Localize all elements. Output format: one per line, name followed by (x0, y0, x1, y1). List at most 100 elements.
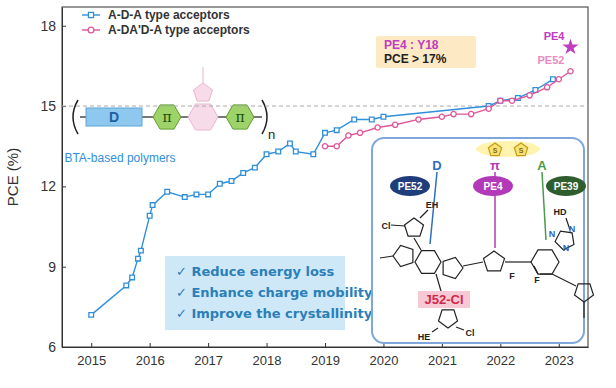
x-tick-mark (91, 343, 92, 347)
ring (439, 310, 458, 328)
data-point (375, 125, 380, 130)
callout-text: PE4 : Y18 (384, 38, 439, 52)
data-point (381, 114, 386, 119)
bond (380, 256, 393, 258)
data-point (136, 256, 141, 261)
data-point (139, 248, 144, 253)
bracket (73, 100, 78, 134)
role-symbol: π (490, 158, 500, 173)
data-point (288, 141, 293, 146)
data-point (498, 98, 503, 103)
legend: A-D-A type acceptorsA-DA'D-A type accept… (82, 8, 250, 37)
plot-frame (62, 7, 588, 347)
checklist-item: ✓ Reduce energy loss (176, 264, 335, 279)
x-tick: 2018 (253, 343, 282, 368)
atom-label: N (549, 229, 556, 239)
atom-label: N (569, 224, 576, 234)
bond (456, 327, 464, 330)
data-point (293, 149, 298, 154)
legend-label: A-D-A type acceptors (108, 8, 230, 22)
data-point (130, 275, 135, 280)
bond (420, 210, 428, 218)
data-point (551, 77, 556, 82)
pi-label: π (235, 109, 244, 125)
atom-label: Cl (466, 328, 475, 338)
donor-label: D (109, 109, 119, 125)
data-point (439, 114, 444, 119)
thiophene-icon (488, 143, 501, 156)
x-tick: 2023 (545, 343, 574, 368)
ring (531, 250, 559, 274)
polymer-pill (473, 176, 513, 196)
bond (505, 261, 531, 262)
atom-label: EH (426, 200, 439, 210)
y-tick-label: 15 (40, 98, 56, 114)
bta-chain (203, 67, 204, 83)
legend-marker (88, 12, 93, 17)
pi-label: π (162, 109, 171, 125)
x-tick-mark (208, 343, 209, 347)
bond (583, 302, 584, 318)
checklist: ✓ Reduce energy loss ✓ Enhance charge mob… (165, 256, 373, 330)
x-tick: 2017 (194, 343, 223, 368)
x-tick: 2020 (369, 343, 398, 368)
role-symbol: A (537, 158, 547, 173)
x-axis-line (63, 347, 589, 348)
data-point (147, 213, 152, 218)
y-tick: 18 (40, 18, 66, 34)
annotation-label: PE52 (538, 54, 565, 66)
atom-label: HE (418, 332, 431, 342)
data-point (369, 117, 374, 122)
y-tick-label: 6 (48, 339, 56, 355)
bta-ring (194, 83, 213, 101)
annotation-marker (562, 39, 578, 54)
y-tick-label: 12 (40, 178, 56, 194)
legend-label: A-DA'D-A type acceptors (108, 23, 250, 37)
data-point (556, 77, 561, 82)
y-axis-title: PCE (%) (4, 148, 21, 206)
data-point (544, 85, 549, 90)
ring (443, 258, 463, 279)
x-tick-label: 2022 (486, 353, 515, 368)
bond (391, 225, 405, 226)
checklist-item: ✓ Improve the crystallinity (176, 306, 373, 321)
data-point (276, 149, 281, 154)
structure-caption: BTA-based polymers (64, 151, 175, 165)
data-point (206, 192, 211, 197)
data-point (217, 181, 222, 186)
data-point (468, 111, 473, 116)
atom-label: N (563, 243, 570, 253)
x-tick-label: 2020 (369, 353, 398, 368)
callout-box (376, 36, 476, 68)
data-point (334, 128, 339, 133)
x-tick: 2016 (136, 343, 165, 368)
thiophene-icon (514, 143, 527, 156)
x-tick-label: 2021 (428, 353, 457, 368)
x-tick-label: 2017 (194, 353, 223, 368)
data-point (498, 98, 503, 103)
pi-hexagon (226, 105, 254, 129)
atom-label: S (519, 147, 524, 154)
data-point (323, 130, 328, 135)
ring (415, 251, 441, 274)
data-point (194, 192, 199, 197)
molecule-name: J52-Cl (424, 292, 463, 307)
data-point (509, 98, 514, 103)
data-point (527, 93, 532, 98)
x-tick: 2015 (77, 343, 106, 368)
ring (393, 246, 413, 267)
data-point (241, 171, 246, 176)
checklist-item: ✓ Enhance charge mobility (176, 285, 373, 300)
data-point (322, 144, 327, 149)
x-tick-label: 2015 (77, 353, 106, 368)
data-point (253, 165, 258, 170)
role-symbol: D (432, 158, 441, 173)
inset-box (372, 138, 584, 343)
series-line (325, 71, 570, 146)
bracket (262, 100, 267, 134)
chart: 6912151820152016201720182019202020212022… (0, 0, 616, 388)
bond (540, 273, 552, 274)
ring (484, 251, 505, 271)
data-point (311, 152, 316, 157)
y-axis: 69121518 (40, 8, 66, 355)
